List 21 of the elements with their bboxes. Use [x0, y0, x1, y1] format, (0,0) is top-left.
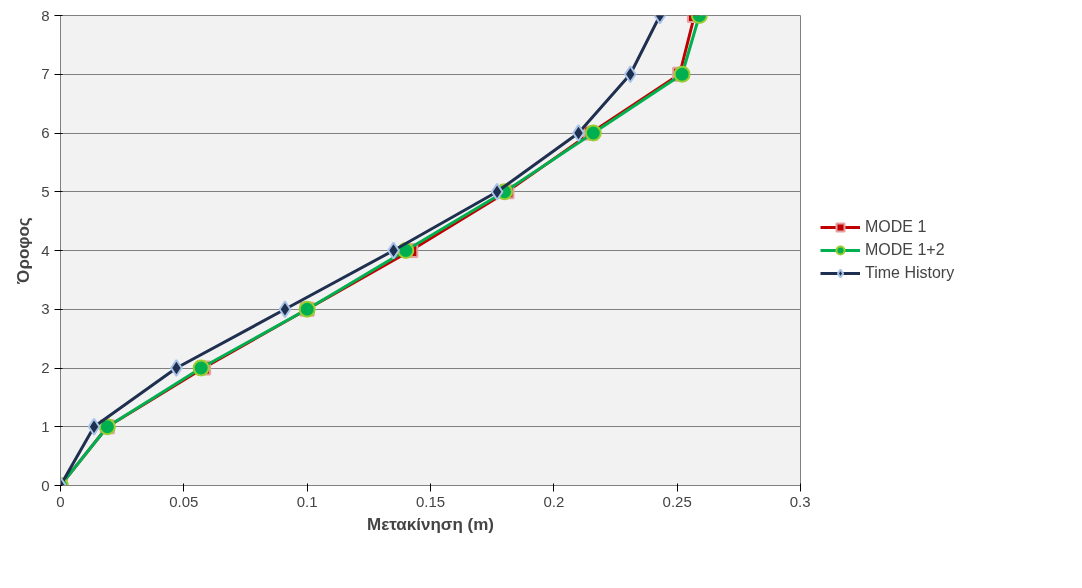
x-axis-title: Μετακίνηση (m) [366, 514, 495, 534]
legend-label: MODE 1+2 [865, 241, 945, 259]
x-tick-label: 0 [56, 492, 65, 510]
legend-label: MODE 1 [865, 218, 927, 236]
x-tick-label: 0.3 [789, 492, 811, 510]
y-tick-label: 6 [41, 124, 50, 141]
y-tick-label: 3 [41, 300, 50, 318]
y-tick-label: 8 [41, 6, 50, 24]
legend-label: Time History [865, 264, 955, 282]
y-tick-label: 4 [41, 241, 50, 259]
x-tick-label: 0.15 [415, 492, 446, 510]
x-tick-label: 0.05 [169, 492, 199, 510]
y-tick-label: 1 [41, 417, 50, 435]
x-tick-label: 0.25 [662, 492, 692, 510]
y-tick-label: 0 [41, 476, 50, 494]
y-tick-label: 5 [41, 182, 50, 200]
x-tick-label: 0.1 [296, 492, 318, 510]
y-tick-label: 7 [41, 65, 50, 83]
y-tick-label: 2 [41, 359, 50, 376]
x-tick-label: 0.2 [543, 492, 565, 510]
y-axis-title: Όροφος [14, 217, 34, 285]
